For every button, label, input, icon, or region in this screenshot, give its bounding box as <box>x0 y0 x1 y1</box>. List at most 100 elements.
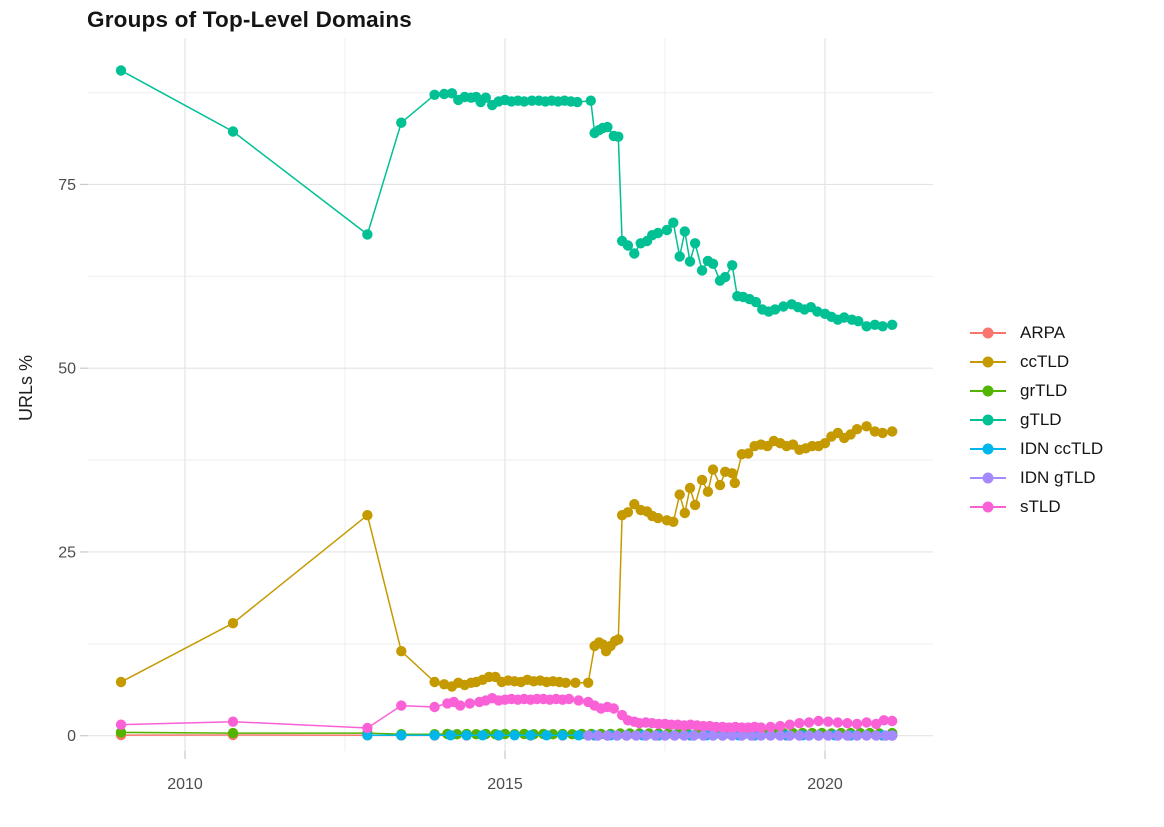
legend-label: gTLD <box>1020 409 1062 429</box>
legend-key-icon <box>970 356 1006 367</box>
data-point <box>743 448 754 459</box>
data-point <box>227 716 239 727</box>
data-point <box>794 730 805 741</box>
data-point <box>602 121 613 133</box>
data-point <box>679 730 690 741</box>
data-point <box>714 479 726 491</box>
data-point <box>602 730 613 741</box>
data-point <box>813 730 824 741</box>
data-point <box>803 730 815 741</box>
legend-item-ARPA: ARPA <box>970 318 1103 347</box>
legend-label: IDN ccTLD <box>1020 438 1104 458</box>
data-point <box>674 489 685 500</box>
data-point <box>557 730 568 741</box>
data-point <box>765 721 776 733</box>
data-point <box>794 718 805 729</box>
legend: ARPA ccTLD grTLD gTLD IDN ccTLD IDN gTLD sTLD <box>970 318 1103 521</box>
data-point <box>445 730 456 741</box>
legend-key-icon <box>970 414 1006 425</box>
data-point <box>869 426 881 437</box>
data-point <box>480 92 491 103</box>
data-point <box>446 88 458 99</box>
data-point <box>861 321 872 332</box>
data-point <box>572 96 583 108</box>
data-point <box>861 421 872 432</box>
data-point <box>570 677 581 688</box>
data-point <box>509 730 520 741</box>
data-point <box>851 730 863 741</box>
legend-item-gTLD: gTLD <box>970 405 1103 434</box>
x-tick-label: 2015 <box>487 776 523 793</box>
data-point <box>842 730 853 741</box>
grid-minor <box>88 38 933 751</box>
legend-key-icon <box>970 327 1006 338</box>
data-point <box>727 730 738 741</box>
data-point <box>585 95 596 106</box>
data-point <box>750 296 762 308</box>
data-point <box>887 319 898 330</box>
data-point <box>115 65 127 76</box>
data-point <box>608 703 619 714</box>
data-point <box>227 618 239 629</box>
data-point <box>560 677 571 688</box>
data-point <box>832 730 843 741</box>
data-point <box>115 719 127 730</box>
data-point <box>851 424 863 435</box>
legend-label: ARPA <box>1020 322 1066 342</box>
data-point <box>659 730 671 741</box>
data-point <box>429 89 440 101</box>
data-point <box>842 718 853 729</box>
data-point <box>613 131 624 142</box>
data-point <box>396 730 407 741</box>
data-point <box>674 251 685 262</box>
data-point <box>717 730 728 741</box>
data-point <box>729 477 740 489</box>
data-point <box>775 730 786 741</box>
series-sTLD <box>115 693 898 734</box>
legend-key-icon <box>970 443 1006 454</box>
data-point <box>819 438 831 449</box>
series-ccTLD <box>115 421 898 692</box>
data-point <box>689 499 701 511</box>
data-point <box>702 486 714 497</box>
data-point <box>784 730 795 741</box>
legend-key-icon <box>970 385 1006 396</box>
data-point <box>429 730 440 741</box>
data-point <box>661 224 673 236</box>
data-point <box>684 482 696 494</box>
legend-key-icon <box>970 501 1006 512</box>
series-IDN-gTLD <box>583 730 898 741</box>
data-point <box>362 510 373 521</box>
data-point <box>696 474 708 486</box>
legend-key-icon <box>970 472 1006 483</box>
data-point <box>362 722 373 734</box>
data-point <box>736 730 747 741</box>
data-point <box>698 730 709 741</box>
data-point <box>755 722 767 733</box>
y-tick-label: 50 <box>58 361 76 378</box>
data-point <box>396 646 407 657</box>
data-point <box>519 96 530 107</box>
data-point <box>769 304 781 315</box>
data-point <box>688 730 699 741</box>
data-point <box>429 701 440 713</box>
legend-item-IDN-ccTLD: IDN ccTLD <box>970 434 1103 463</box>
data-point <box>362 229 373 240</box>
data-point <box>573 695 584 706</box>
data-point <box>823 730 834 741</box>
data-point <box>583 730 594 741</box>
legend-label: sTLD <box>1020 496 1061 516</box>
data-point <box>621 730 632 741</box>
data-point <box>613 634 624 645</box>
data-point <box>629 248 640 259</box>
data-point <box>851 718 863 730</box>
data-point <box>592 730 603 741</box>
x-tick-label: 2010 <box>167 776 203 793</box>
data-point <box>622 507 634 518</box>
data-point <box>696 265 708 276</box>
axis-ticks <box>80 183 826 759</box>
data-point <box>727 260 738 271</box>
data-point <box>652 512 664 524</box>
data-point <box>765 730 776 741</box>
data-point <box>727 468 738 479</box>
